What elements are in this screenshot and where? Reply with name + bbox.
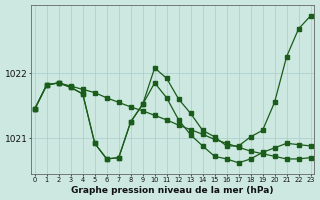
X-axis label: Graphe pression niveau de la mer (hPa): Graphe pression niveau de la mer (hPa) — [71, 186, 274, 195]
